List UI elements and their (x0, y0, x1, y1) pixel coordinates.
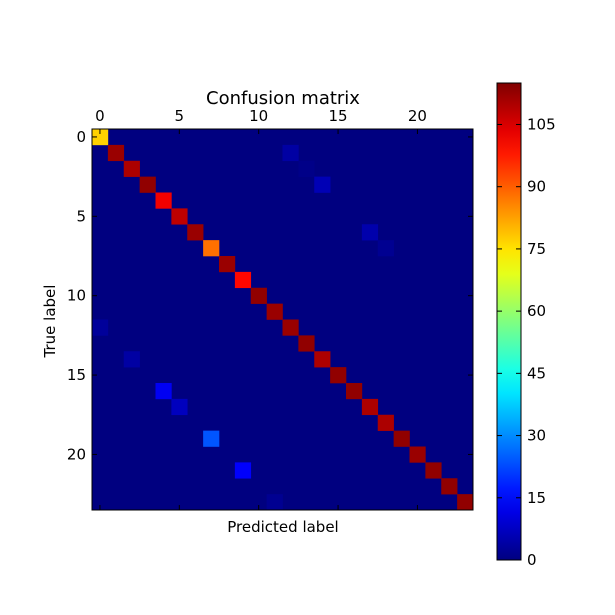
colorbar-tick-label: 15 (527, 489, 546, 507)
matrix-cell (219, 256, 236, 273)
y-tick-label: 15 (67, 366, 86, 384)
matrix-cell (266, 494, 283, 511)
matrix-cell (298, 160, 315, 177)
matrix-cell (425, 462, 442, 479)
matrix-cell (409, 446, 426, 463)
matrix-cell (346, 383, 363, 400)
colorbar-tick-label: 45 (527, 364, 546, 382)
matrix-cell (171, 208, 188, 225)
matrix-cell (266, 303, 283, 320)
chart-title: Confusion matrix (206, 88, 360, 109)
matrix-cell (155, 192, 172, 209)
y-axis-ticks: 0 5 10 15 20 (67, 128, 473, 463)
matrix-cell (314, 176, 331, 193)
colorbar-tick-label: 105 (527, 115, 556, 133)
matrix-cell (123, 160, 140, 177)
matrix-cell (393, 430, 410, 447)
matrix-cell (107, 144, 125, 162)
matrix-cell (234, 462, 252, 479)
matrix-cell (139, 176, 156, 193)
x-tick-label: 10 (249, 107, 268, 125)
matrix-cell (298, 335, 315, 352)
matrix-cell (92, 129, 109, 146)
matrix-cell (282, 144, 299, 162)
colorbar-tick-label: 30 (527, 427, 546, 445)
matrix-cell (457, 494, 474, 511)
matrix-cell (282, 319, 299, 336)
colorbar: 0 15 30 45 60 75 90 105 (496, 82, 556, 569)
y-tick-label: 20 (67, 445, 86, 463)
colorbar-tick-label: 60 (527, 302, 546, 320)
matrix-cell (171, 398, 188, 416)
y-tick-label: 0 (76, 128, 86, 146)
x-axis-ticks: 0 5 10 15 20 (95, 107, 427, 510)
matrix-cell (361, 224, 379, 241)
matrix-cell (250, 287, 267, 304)
x-axis-label: Predicted label (227, 518, 338, 536)
matrix-cell (361, 398, 379, 416)
matrix-plot (91, 128, 474, 511)
colorbar-gradient (496, 82, 522, 561)
matrix-cell (155, 383, 172, 400)
x-tick-label: 15 (329, 107, 348, 125)
matrix-cell (123, 351, 140, 368)
y-tick-label: 5 (76, 207, 86, 225)
matrix-cell (92, 319, 109, 336)
matrix-cell (330, 367, 347, 384)
y-tick-label: 10 (67, 287, 86, 305)
matrix-frame (91, 128, 474, 511)
matrix-cell (203, 240, 220, 257)
matrix-cell (441, 478, 458, 495)
colorbar-tick-label: 0 (527, 551, 537, 569)
matrix-cell (187, 224, 204, 241)
matrix-cell (377, 240, 394, 257)
matrix-cell (314, 351, 331, 368)
x-tick-label: 0 (95, 107, 105, 125)
y-axis-label: True label (41, 285, 59, 359)
matrix-cell (203, 430, 220, 447)
x-tick-label: 20 (408, 107, 427, 125)
colorbar-tick-label: 90 (527, 178, 546, 196)
colorbar-tick-label: 75 (527, 240, 546, 258)
matrix-cell (377, 414, 394, 431)
x-tick-label: 5 (175, 107, 185, 125)
matrix-cell (234, 271, 252, 289)
